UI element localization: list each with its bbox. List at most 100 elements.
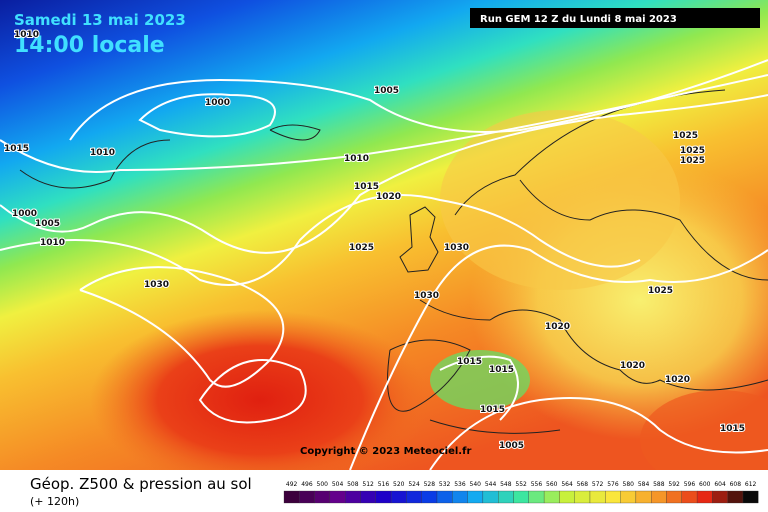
isobar-label: 1010 [344,154,369,164]
legend-swatch [528,490,545,504]
legend-label: 544 [485,481,497,488]
isobar-label: 1030 [414,291,439,301]
isobar-label: 1005 [35,219,60,229]
run: Run GEM 12 Z du Lundi 8 mai 2023 [480,14,677,25]
legend-label: 492 [286,481,298,488]
legend-label: 536 [454,481,466,488]
legend-label: 608 [730,481,742,488]
legend-swatch [620,490,637,504]
legend-swatch [345,490,361,504]
footer-lead: (+ 120h) [30,495,79,508]
isobar-label: 1025 [680,156,705,166]
legend-label: 556 [531,481,543,488]
legend-label: 592 [668,481,680,488]
isobar-label: 1020 [545,322,570,332]
legend-swatch [482,490,499,504]
legend-label: 560 [546,481,558,488]
isobar-label: 1020 [620,361,645,371]
legend-label: 540 [470,481,482,488]
legend-label: 528 [424,481,436,488]
legend-swatch [421,490,438,504]
legend-swatch [696,490,713,504]
legend-swatch [390,490,407,504]
legend-label: 532 [439,481,451,488]
legend-label: 512 [362,481,374,488]
legend-swatch [574,490,591,504]
legend-swatch [314,490,331,504]
run-box [470,8,760,28]
legend-label: 548 [500,481,512,488]
footer-title: Géop. Z500 & pression au sol [30,475,252,493]
legend-label: 568 [577,481,589,488]
legend-label: 524 [408,481,420,488]
legend-swatch [605,490,621,504]
legend-swatch [742,490,759,504]
legend-label: 572 [592,481,604,488]
isobar-label: 1010 [40,238,65,248]
time: 14:00 locale [14,33,165,58]
legend-label: 576 [607,481,619,488]
isobar-label: 1005 [374,86,399,96]
legend-swatch [513,490,529,504]
legend-swatch [299,490,315,504]
legend-swatch [559,490,575,504]
legend-label: 516 [378,481,390,488]
legend-swatch [436,490,453,504]
legend-swatch [452,490,468,504]
legend-swatch [498,490,514,504]
legend-swatch [467,490,484,504]
isobar-label: 1020 [376,192,401,202]
field [430,350,530,410]
field [640,390,768,490]
isobar-label: 1030 [444,243,469,253]
legend-swatch [406,490,422,504]
field [90,310,430,490]
isobar-label: 1000 [205,98,230,108]
legend-label: 612 [745,481,757,488]
isobar-label: 1025 [648,286,673,296]
legend-label: 520 [393,481,405,488]
legend-swatch [329,490,346,504]
legend-swatch [727,490,744,504]
legend-label: 496 [301,481,313,488]
isobar-label: 1005 [499,441,524,451]
isobar-label: 1000 [12,209,37,219]
copyright: Copyright © 2023 Meteociel.fr [300,446,471,457]
isobars [0,59,768,471]
isobar-label: 1025 [673,131,698,141]
legend-swatch [360,490,376,504]
legend-label: 564 [561,481,573,488]
legend-swatch [635,490,652,504]
isobar-label: 1025 [349,243,374,253]
legend-label: 584 [638,481,650,488]
legend-swatch [589,490,606,504]
legend: 492 496 500 504 508 512 516 520 524 528 532 536 540 5… [283,481,759,504]
legend-label: 552 [515,481,527,488]
coastlines [19,89,768,434]
legend-swatch [651,490,667,504]
isobar-label: 1020 [665,375,690,385]
legend-label: 588 [653,481,665,488]
isobar-label: 1025 [680,146,705,156]
isobar-label: 1015 [457,357,482,367]
legend-label: 580 [623,481,635,488]
legend-label: 600 [699,481,711,488]
date: Samedi 13 mai 2023 [14,11,186,29]
isobar-label: 1030 [144,280,169,290]
isobar-label: 1015 [720,424,745,434]
isobar-label: 1015 [489,365,514,375]
isobar-label: 1015 [4,144,29,154]
legend-label: 604 [714,481,726,488]
isobar-label: 1015 [480,405,505,415]
legend-swatch [543,490,560,504]
legend-label: 508 [347,481,359,488]
isobar-label: 1010 [14,30,39,40]
legend-swatch [712,490,728,504]
legend-swatch [681,490,698,504]
legend-label: 500 [317,481,329,488]
legend-swatch [666,490,682,504]
isobar-label: 1010 [90,148,115,158]
